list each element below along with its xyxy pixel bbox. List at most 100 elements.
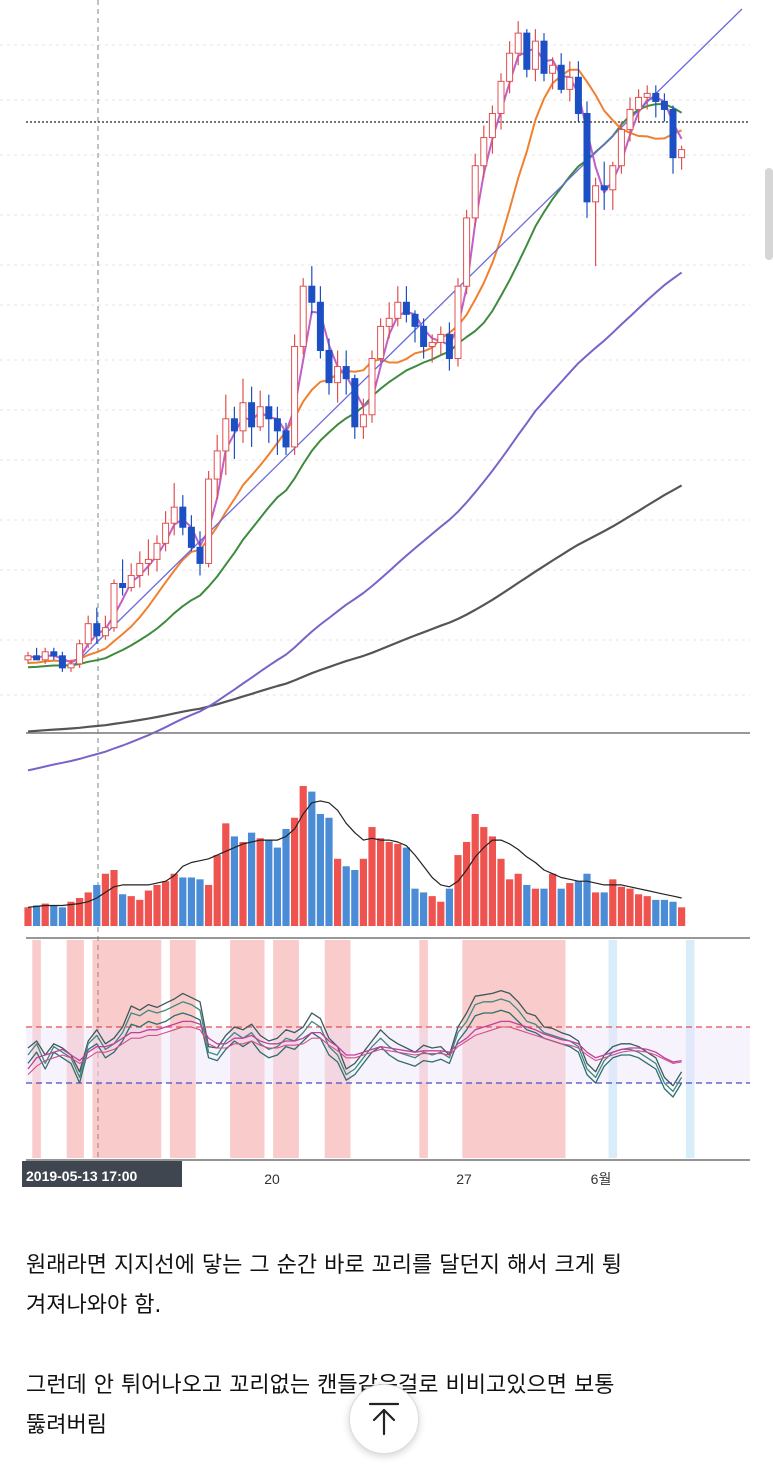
oscillator-red-zone	[169, 940, 196, 1158]
volume-bar	[110, 870, 118, 926]
candle-body	[523, 32, 531, 70]
volume-bar	[299, 786, 307, 926]
article-body: 원래라면 지지선에 닿는 그 순간 바로 꼬리를 달던지 해서 크게 튕 겨져나…	[26, 1246, 756, 1446]
candle-body	[368, 358, 376, 416]
candle-body	[574, 76, 582, 114]
volume-bar	[531, 888, 539, 926]
candle-body	[101, 627, 109, 637]
candle-body	[411, 313, 419, 327]
candle-body	[454, 285, 462, 360]
ma-orange-line	[27, 68, 682, 664]
candle-body	[420, 325, 428, 347]
volume-bar	[445, 888, 453, 926]
volume-bar	[291, 817, 299, 926]
candle-body	[342, 366, 350, 380]
candle-body	[136, 562, 144, 576]
volume-bar	[463, 842, 471, 926]
volume-bar	[119, 894, 127, 926]
candle-body	[514, 32, 522, 54]
volume-bar	[549, 873, 557, 926]
volume-bar	[669, 901, 677, 926]
candle-body	[273, 418, 281, 432]
volume-bar	[377, 838, 385, 926]
candle-body	[428, 341, 436, 347]
volume-bar	[437, 901, 445, 926]
candle-body	[256, 406, 264, 428]
candle-body	[488, 112, 496, 139]
volume-bar	[497, 858, 505, 926]
article-paragraph-1: 원래라면 지지선에 닿는 그 순간 바로 꼬리를 달던지 해서 크게 튕 겨져나…	[26, 1253, 623, 1318]
volume-bar	[282, 828, 290, 926]
volume-bar	[635, 894, 643, 926]
volume-bar	[626, 888, 634, 926]
volume-bar	[50, 905, 58, 926]
volume-bar	[213, 855, 221, 926]
price-overlay	[26, 732, 750, 939]
candle-body	[222, 418, 230, 452]
candle-body	[592, 185, 600, 203]
candle-body	[187, 526, 195, 548]
volume-bar	[514, 873, 522, 926]
volume-bar	[394, 843, 402, 926]
volume-bar	[153, 884, 161, 926]
x-tick-label: 27	[456, 1171, 472, 1187]
volume-ma-line	[27, 800, 682, 908]
candle-body	[463, 217, 471, 287]
candle-body	[497, 80, 505, 114]
candle-body	[58, 655, 66, 669]
candle-body	[600, 185, 608, 191]
volume-bar	[24, 907, 32, 926]
crosshair-time-label-bg	[22, 1161, 182, 1187]
oscillator-line-a	[27, 989, 683, 1087]
volume-bar	[127, 896, 135, 926]
volume-bar	[359, 858, 367, 926]
candle-body	[609, 165, 617, 191]
candle-body	[445, 333, 453, 360]
volume-bar	[506, 879, 514, 926]
candle-body	[669, 108, 677, 159]
volume-bar	[316, 814, 324, 926]
oscillator-band-fill	[26, 1027, 750, 1083]
volume-bar	[101, 873, 109, 926]
volume-panel	[24, 786, 686, 926]
volume-bar	[76, 898, 84, 926]
volume-bar	[308, 791, 316, 926]
candle-body	[617, 129, 625, 167]
candle-body	[179, 506, 187, 528]
ma-gray-line	[27, 484, 683, 733]
oscillator-red-zone	[32, 940, 41, 1158]
volume-bar	[222, 823, 230, 926]
volume-bar	[179, 877, 187, 926]
volume-bar	[33, 905, 41, 926]
candle-body	[351, 378, 359, 428]
scrollbar-thumb[interactable]	[765, 168, 773, 260]
stock-chart: 2019-05-13 17:00 20 27 6월	[0, 0, 750, 1187]
time-axis: 2019-05-13 17:00 20 27 6월	[22, 1159, 750, 1187]
candle-body	[480, 137, 488, 167]
arrow-up-icon	[368, 1402, 400, 1436]
volume-bar	[540, 888, 548, 926]
candle-body	[643, 92, 651, 98]
oscillator-line-d	[27, 1020, 682, 1070]
scroll-to-top-button[interactable]	[349, 1384, 419, 1454]
volume-bar	[617, 886, 625, 926]
volume-bar	[351, 870, 359, 926]
volume-bar	[583, 873, 591, 926]
oscillator-line-b	[27, 998, 683, 1093]
candle-body	[325, 349, 333, 384]
candle-body	[144, 558, 152, 564]
candle-body	[41, 651, 49, 661]
candle-body	[652, 92, 660, 102]
volume-bar	[574, 881, 582, 926]
volume-bar	[334, 858, 342, 926]
volume-bar	[411, 888, 419, 926]
candle-body	[110, 582, 118, 629]
candle-body	[127, 574, 135, 589]
volume-bar	[187, 877, 195, 926]
moving-averages	[27, 8, 743, 772]
volume-bar	[273, 847, 281, 926]
candle-body	[531, 40, 539, 70]
candle-body	[205, 478, 213, 564]
candle-body	[549, 64, 557, 74]
candle-body	[506, 52, 514, 82]
